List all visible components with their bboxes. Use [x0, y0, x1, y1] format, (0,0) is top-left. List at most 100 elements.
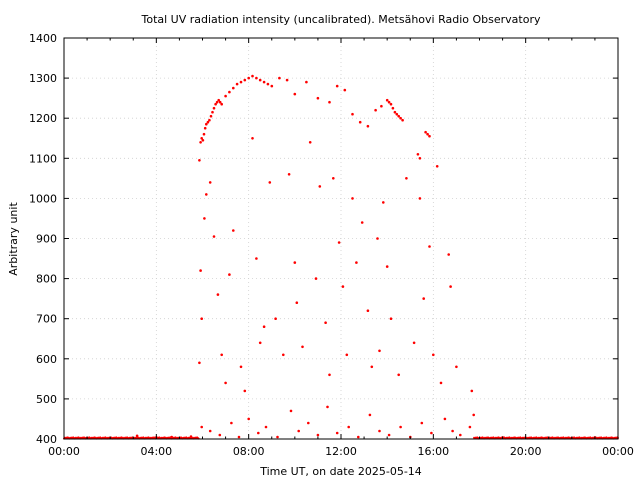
data-point — [435, 165, 439, 168]
data-point — [378, 349, 381, 353]
data-point — [432, 353, 435, 357]
data-point — [208, 429, 212, 433]
data-point — [451, 429, 454, 433]
y-tick-label: 1300 — [29, 72, 57, 85]
data-point — [232, 229, 235, 232]
data-points — [135, 74, 597, 440]
data-point — [370, 365, 374, 369]
data-point — [428, 134, 431, 138]
data-point — [416, 153, 420, 156]
data-point — [412, 341, 416, 345]
data-point — [218, 100, 222, 104]
data-point — [337, 241, 341, 244]
data-point — [335, 431, 339, 435]
chart-title: Total UV radiation intensity (uncalibrat… — [141, 13, 541, 26]
x-tick-label: 00:00 — [602, 445, 634, 458]
data-point — [389, 102, 393, 106]
data-point — [455, 365, 458, 369]
data-point — [251, 137, 254, 140]
data-point — [422, 297, 426, 300]
data-point — [228, 90, 231, 94]
data-point — [215, 100, 219, 104]
data-point — [257, 431, 260, 435]
y-tick-label: 500 — [36, 393, 57, 406]
y-tick-label: 1200 — [29, 112, 57, 125]
y-axis-label: Arbitrary unit — [7, 202, 20, 276]
data-point — [199, 141, 202, 144]
data-point — [224, 381, 227, 385]
data-point — [247, 76, 250, 80]
data-point — [314, 277, 318, 280]
data-point — [224, 94, 227, 98]
data-point — [237, 435, 241, 439]
data-point — [262, 80, 266, 84]
data-point — [295, 301, 299, 305]
data-point — [399, 425, 402, 429]
data-point — [293, 261, 297, 264]
data-point — [189, 435, 193, 438]
data-point — [270, 84, 274, 88]
data-point — [405, 177, 408, 180]
data-point — [228, 273, 231, 276]
data-point — [387, 433, 391, 437]
data-point — [397, 373, 401, 377]
data-point — [198, 361, 201, 365]
data-point — [206, 120, 210, 124]
data-point — [332, 177, 335, 180]
data-point — [447, 253, 451, 256]
data-point — [345, 353, 349, 357]
data-point — [472, 413, 476, 417]
data-point — [439, 381, 443, 385]
data-point — [203, 217, 206, 220]
y-tick-label: 600 — [36, 353, 57, 366]
data-point — [443, 417, 447, 421]
data-point — [255, 76, 258, 80]
data-point — [285, 78, 289, 82]
data-point — [211, 110, 214, 114]
data-point — [418, 157, 422, 160]
data-point — [399, 116, 402, 120]
data-point — [366, 124, 370, 128]
x-axis-ticks: 00:00 04:00 08:00 12:00 16:00 20:00 00:00 — [48, 38, 634, 458]
data-point — [247, 417, 250, 421]
x-tick-label: 08:00 — [233, 445, 265, 458]
data-point — [170, 435, 173, 439]
data-point — [459, 433, 462, 437]
x-tick-label: 20:00 — [510, 445, 542, 458]
data-point — [341, 285, 345, 288]
data-point — [208, 118, 211, 122]
data-point — [200, 317, 203, 321]
y-tick-label: 800 — [36, 273, 57, 286]
data-point — [232, 86, 235, 90]
data-point — [470, 389, 474, 393]
data-point — [305, 80, 308, 84]
data-point — [378, 429, 381, 433]
y-axis-ticks: 400 500 600 700 800 900 1000 1100 1200 1300 1400 — [29, 32, 618, 446]
data-point — [318, 185, 322, 188]
data-point — [326, 405, 329, 409]
data-point — [328, 373, 331, 377]
data-point — [255, 257, 258, 260]
data-point — [426, 132, 429, 136]
data-point — [258, 341, 262, 345]
data-point — [199, 269, 202, 272]
x-tick-label: 04:00 — [140, 445, 172, 458]
data-point — [208, 181, 212, 184]
data-point — [374, 108, 377, 112]
data-point — [368, 413, 372, 417]
data-point — [239, 80, 243, 84]
data-point — [243, 78, 247, 82]
data-point — [217, 98, 220, 102]
data-point — [268, 181, 272, 184]
data-point — [418, 197, 422, 200]
data-point — [343, 88, 347, 92]
data-point — [209, 114, 213, 118]
data-point — [282, 353, 285, 357]
data-point — [355, 261, 358, 264]
data-point — [366, 309, 370, 313]
x-axis-label: Time UT, on date 2025-05-14 — [259, 465, 422, 478]
data-point — [220, 102, 223, 106]
data-point — [376, 237, 379, 240]
data-point — [382, 201, 385, 204]
y-tick-label: 900 — [36, 233, 57, 246]
